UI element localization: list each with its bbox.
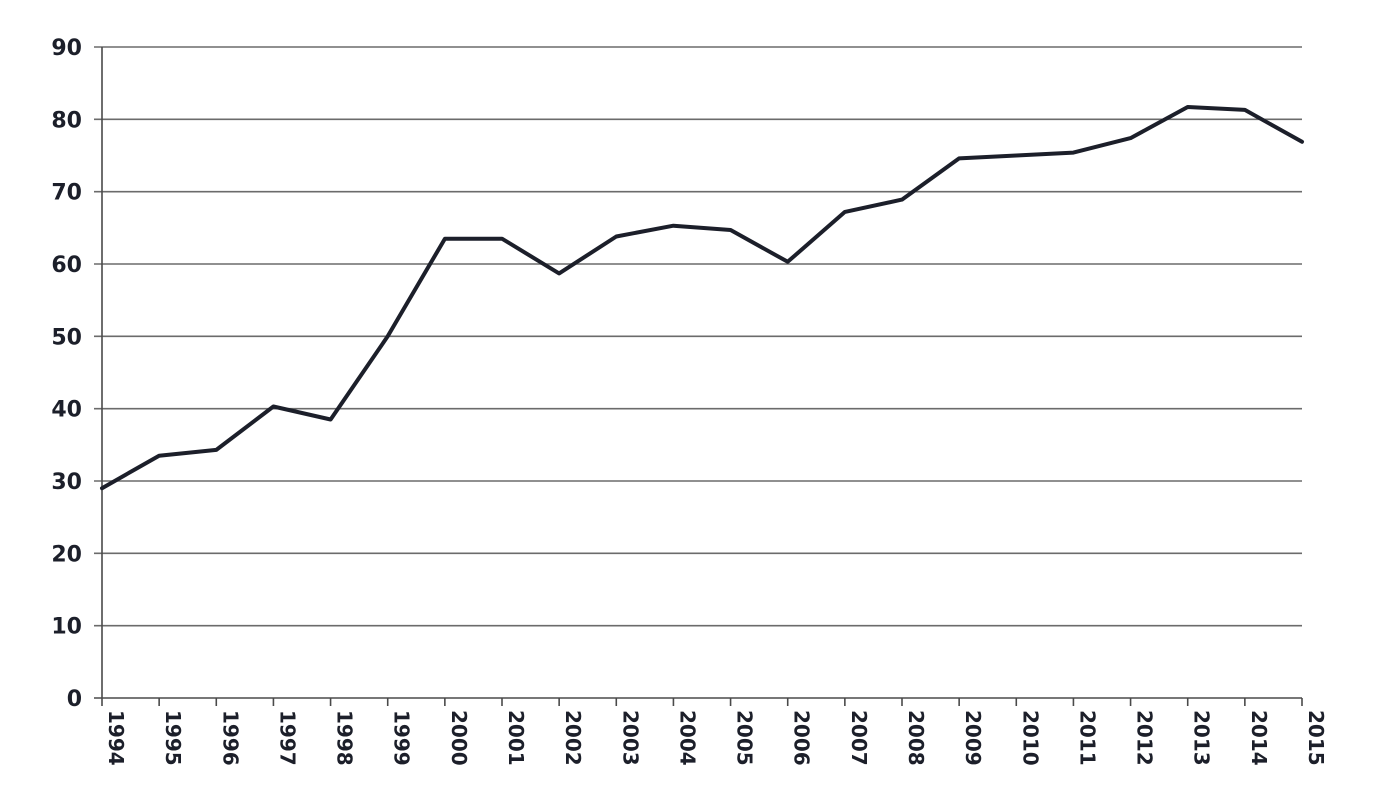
x-tick-labels: 1994 1995 1996 1997 1998 1999 2000 2001 2002 2003… bbox=[104, 710, 1328, 766]
x-tick-label: 2011 bbox=[1075, 710, 1099, 766]
x-tick-label: 2001 bbox=[504, 710, 528, 766]
y-tick-label: 50 bbox=[51, 325, 82, 350]
y-tick-label: 70 bbox=[51, 181, 82, 206]
x-tick-label: 1999 bbox=[390, 710, 414, 766]
series-layer bbox=[100, 105, 1304, 491]
y-tick-label: 40 bbox=[51, 398, 82, 423]
gridlines bbox=[94, 46, 1302, 627]
y-tick-label: 80 bbox=[51, 108, 82, 133]
y-tick-label: 60 bbox=[51, 253, 82, 278]
x-tick-label: 2015 bbox=[1304, 710, 1328, 766]
x-tick-label: 2003 bbox=[618, 710, 642, 766]
x-tick-label: 2006 bbox=[790, 710, 814, 766]
x-tick-label: 2004 bbox=[675, 710, 699, 766]
axes bbox=[94, 47, 1303, 706]
y-tick-labels: 0 10 20 30 40 50 60 70 80 90 bbox=[51, 36, 82, 712]
x-tick-label: 1997 bbox=[275, 710, 299, 766]
y-tick-label: 20 bbox=[51, 542, 82, 567]
x-tick-label: 2000 bbox=[447, 710, 471, 766]
y-tick-label: 90 bbox=[51, 36, 82, 61]
x-tick-label: 2007 bbox=[847, 710, 871, 766]
series-line bbox=[100, 105, 1304, 491]
x-tick-label: 2002 bbox=[561, 710, 585, 766]
x-tick-label: 2009 bbox=[961, 710, 985, 766]
x-tick-label: 2005 bbox=[733, 710, 757, 766]
y-tick-label: 10 bbox=[51, 615, 82, 640]
x-tick-label: 1994 bbox=[104, 710, 128, 766]
y-tick-label: 0 bbox=[67, 687, 82, 712]
x-tick-label: 2014 bbox=[1247, 710, 1271, 766]
y-tick-label: 30 bbox=[51, 470, 82, 495]
x-tick-label: 2013 bbox=[1190, 710, 1214, 766]
x-tick-label: 2010 bbox=[1018, 710, 1042, 766]
x-tick-label: 1998 bbox=[333, 710, 357, 766]
x-tick-label: 1996 bbox=[218, 710, 242, 766]
x-tick-label: 2012 bbox=[1133, 710, 1157, 766]
x-tick-label: 2008 bbox=[904, 710, 928, 766]
x-tick-label: 1995 bbox=[161, 710, 185, 766]
